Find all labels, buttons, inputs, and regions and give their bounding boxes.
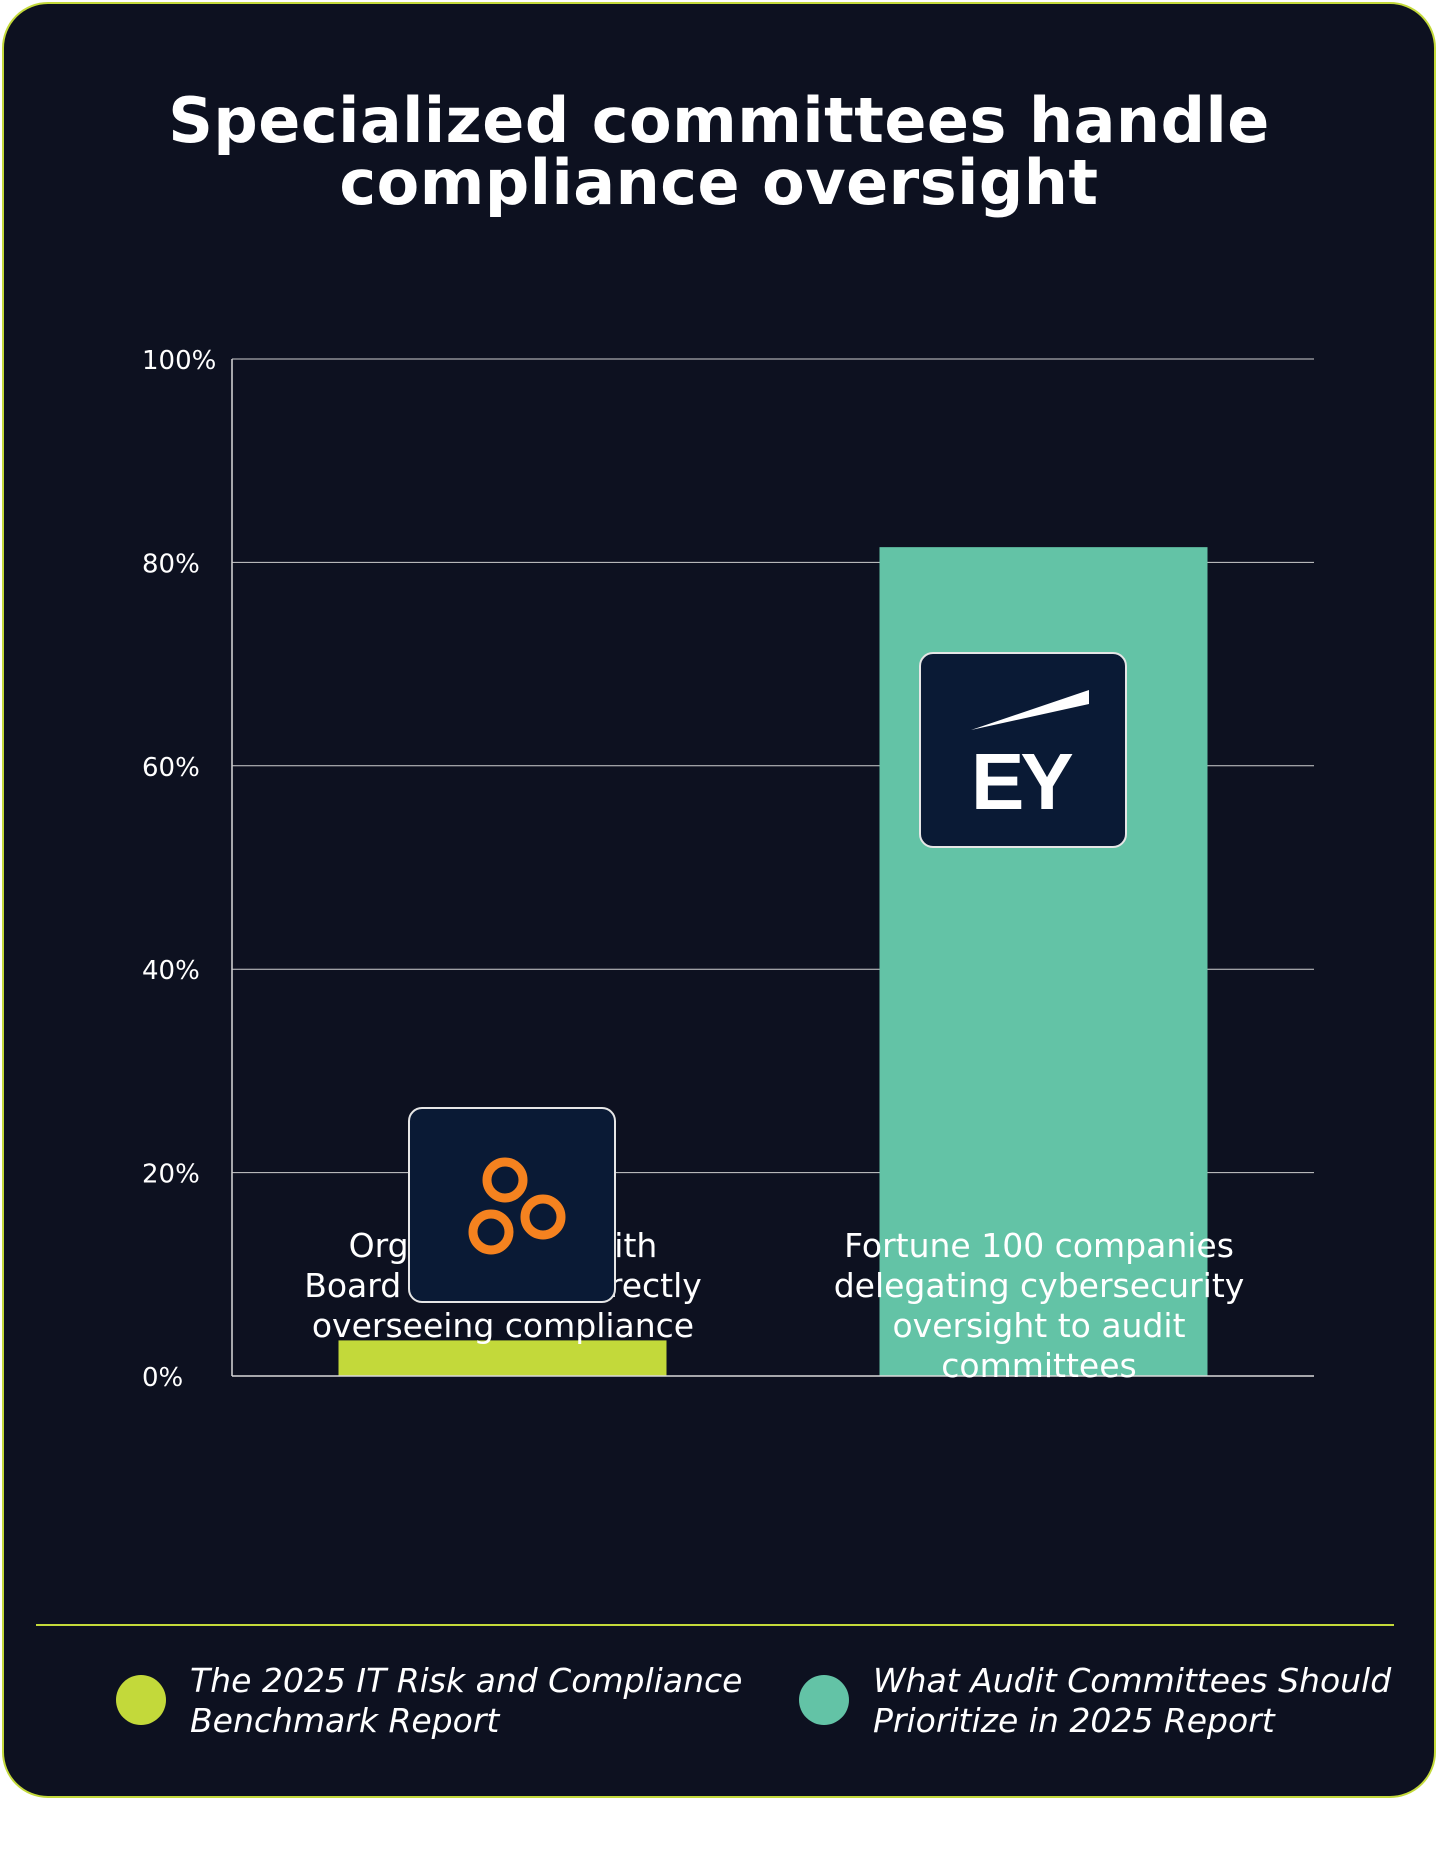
legend-1-line-2: Benchmark Report — [190, 1701, 500, 1740]
y-tick-label-20: 20% — [142, 1160, 200, 1190]
y-tick-label-60: 60% — [142, 753, 200, 783]
category-label-2-line-1: Fortune 100 companies — [844, 1226, 1234, 1265]
category-label-1-line-3: overseeing compliance — [311, 1306, 695, 1345]
y-tick-label-40: 40% — [142, 956, 200, 986]
category-label-2-line-3: oversight to audit — [892, 1306, 1186, 1345]
legend-divider — [36, 1624, 1394, 1626]
category-label-2-line-4: committees — [941, 1346, 1137, 1385]
chart-title-line-1: Specialized committees handle — [168, 84, 1270, 157]
ey-logo: EY — [919, 652, 1127, 848]
chart-title: Specialized committees handle compliance… — [4, 90, 1434, 214]
ey-logo-text: EY — [971, 737, 1073, 826]
y-tick-label-0: 0% — [142, 1363, 183, 1393]
legend-swatch-2 — [799, 1675, 849, 1725]
y-tick-label-100: 100% — [142, 346, 216, 376]
legend-swatch-1 — [116, 1675, 166, 1725]
legend-2-line-1: What Audit Committees Should — [873, 1661, 1392, 1700]
category-label-2: Fortune 100 companies delegating cyberse… — [804, 1226, 1274, 1386]
legend-1-line-1: The 2025 IT Risk and Compliance — [190, 1661, 743, 1700]
bar-chart: 0% 20% 40% 60% 80% 100% — [142, 346, 1314, 1393]
legend-text-2: What Audit Committees Should Prioritize … — [873, 1661, 1433, 1741]
chart-card: Specialized committees handle compliance… — [2, 2, 1436, 1798]
legend-2-line-2: Prioritize in 2025 Report — [873, 1701, 1275, 1740]
bar-1 — [338, 1340, 667, 1376]
three-rings-logo — [408, 1107, 616, 1303]
chart-title-line-2: compliance oversight — [339, 146, 1099, 219]
category-label-2-line-2: delegating cybersecurity — [833, 1266, 1245, 1305]
legend-text-1: The 2025 IT Risk and Compliance Benchmar… — [190, 1661, 750, 1741]
y-tick-label-80: 80% — [142, 549, 200, 579]
